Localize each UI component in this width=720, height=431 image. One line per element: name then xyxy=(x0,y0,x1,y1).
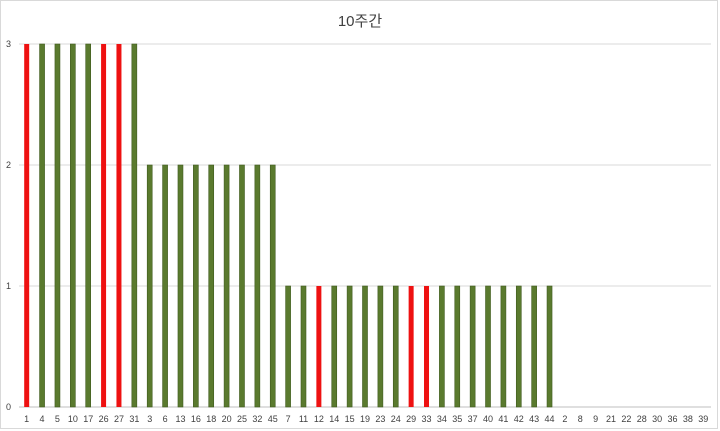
x-tick-label: 39 xyxy=(698,414,708,424)
bar-17 xyxy=(85,43,91,408)
x-tick-label: 14 xyxy=(329,414,339,424)
x-tick-label: 27 xyxy=(114,414,124,424)
x-tick-label: 40 xyxy=(483,414,493,424)
bar-1 xyxy=(24,44,30,407)
bar-41 xyxy=(500,285,507,408)
x-tick-label: 45 xyxy=(268,414,278,424)
bars xyxy=(24,43,553,408)
x-tick-label: 3 xyxy=(147,414,152,424)
x-tick-label: 36 xyxy=(668,414,678,424)
x-tick-label: 18 xyxy=(206,414,216,424)
x-tick-label: 24 xyxy=(391,414,401,424)
bar-32 xyxy=(254,164,261,408)
bar-42 xyxy=(515,285,522,408)
bar-15 xyxy=(346,285,353,408)
bar-13 xyxy=(177,164,184,408)
bar-43 xyxy=(531,285,537,408)
bar-23 xyxy=(377,285,384,408)
x-tick-label: 28 xyxy=(637,414,647,424)
x-tick-label: 31 xyxy=(129,414,139,424)
bar-5 xyxy=(54,43,61,408)
x-tick-label: 12 xyxy=(314,414,324,424)
x-tick-label: 21 xyxy=(606,414,616,424)
bar-31 xyxy=(131,43,138,408)
bar-10 xyxy=(70,43,76,408)
x-tick-label: 41 xyxy=(498,414,508,424)
x-tick-label: 37 xyxy=(468,414,478,424)
bar-16 xyxy=(193,164,199,408)
bar-20 xyxy=(223,164,230,408)
x-tick-label: 7 xyxy=(286,414,291,424)
bar-27 xyxy=(116,44,122,407)
bar-45 xyxy=(269,164,276,408)
x-tick-label: 33 xyxy=(422,414,432,424)
y-axis: 0 1 2 3 xyxy=(6,39,11,412)
x-tick-label: 30 xyxy=(652,414,662,424)
x-tick-label: 1 xyxy=(24,414,29,424)
bar-35 xyxy=(454,285,461,408)
bar-4 xyxy=(39,43,45,408)
y-tick-label: 1 xyxy=(6,281,11,291)
x-tick-label: 11 xyxy=(299,414,308,424)
x-tick-label: 35 xyxy=(452,414,462,424)
bar-29 xyxy=(408,286,414,407)
bar-34 xyxy=(439,285,445,408)
bar-6 xyxy=(162,164,168,408)
x-tick-label: 44 xyxy=(545,414,555,424)
x-tick-label: 10 xyxy=(68,414,78,424)
x-tick-label: 15 xyxy=(345,414,355,424)
x-tick-label: 34 xyxy=(437,414,447,424)
x-axis: 1 4 5 10 17 26 27 31 3 6 13 16 18 20 25 32 45 7 11 12 14 15 19… xyxy=(24,414,708,424)
x-tick-label: 4 xyxy=(40,414,45,424)
x-tick-label: 38 xyxy=(683,414,693,424)
x-tick-label: 29 xyxy=(406,414,416,424)
x-tick-label: 20 xyxy=(222,414,232,424)
y-tick-label: 0 xyxy=(6,402,11,412)
bar-19 xyxy=(362,285,368,408)
bar-3 xyxy=(146,164,153,408)
x-tick-label: 22 xyxy=(621,414,631,424)
bar-11 xyxy=(300,285,307,408)
x-tick-label: 16 xyxy=(191,414,201,424)
bar-44 xyxy=(546,285,553,408)
x-tick-label: 8 xyxy=(578,414,583,424)
bar-33 xyxy=(424,286,430,407)
x-tick-label: 6 xyxy=(163,414,168,424)
x-tick-label: 25 xyxy=(237,414,247,424)
x-tick-label: 26 xyxy=(99,414,109,424)
x-tick-label: 23 xyxy=(375,414,385,424)
bar-12 xyxy=(316,286,322,407)
chart-title: 10주간 xyxy=(337,13,383,30)
x-tick-label: 9 xyxy=(593,414,598,424)
bar-24 xyxy=(392,285,399,408)
bar-25 xyxy=(239,164,245,408)
bar-37 xyxy=(469,285,476,408)
x-tick-label: 32 xyxy=(252,414,262,424)
bar-40 xyxy=(485,285,491,408)
bar-14 xyxy=(331,285,338,408)
bar-7 xyxy=(285,285,291,408)
x-tick-label: 43 xyxy=(529,414,539,424)
x-tick-label: 19 xyxy=(360,414,370,424)
x-tick-label: 17 xyxy=(83,414,93,424)
bar-18 xyxy=(208,164,215,408)
x-tick-label: 42 xyxy=(514,414,524,424)
y-tick-label: 3 xyxy=(6,39,11,49)
y-tick-label: 2 xyxy=(6,160,11,170)
x-tick-label: 2 xyxy=(562,414,567,424)
x-tick-label: 5 xyxy=(55,414,60,424)
bar-26 xyxy=(101,44,107,407)
x-tick-label: 13 xyxy=(175,414,185,424)
